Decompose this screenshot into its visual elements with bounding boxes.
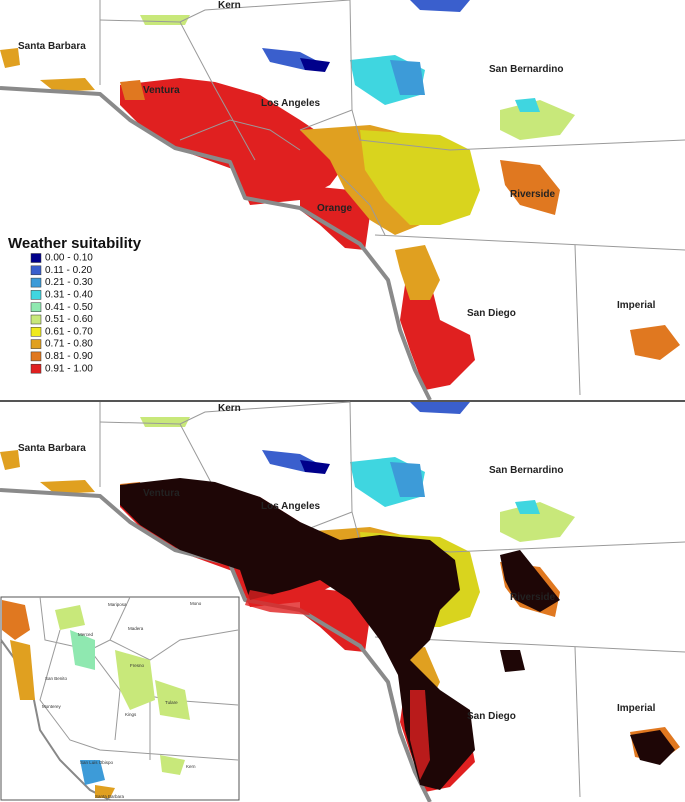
county-label: Imperial: [617, 300, 656, 311]
legend-swatch: [30, 327, 42, 337]
county-label: Ventura: [143, 488, 180, 499]
inset-label: Kern: [186, 764, 196, 769]
inset-map: Mariposa Mono Merced Madera Fresno San B…: [0, 596, 240, 801]
inset-label: Kings: [125, 712, 137, 717]
base-map: [0, 0, 685, 402]
county-label: Riverside: [510, 592, 555, 603]
county-label: Riverside: [510, 189, 555, 200]
legend-label: 0.41 - 0.50: [45, 302, 93, 313]
bottom-panel: Kern Santa Barbara Ventura Los Angeles S…: [0, 400, 685, 802]
county-label: Santa Barbara: [18, 443, 86, 454]
county-label: San Diego: [467, 308, 516, 319]
county-label: San Diego: [467, 711, 516, 722]
inset-label: Santa Barbara: [95, 794, 125, 799]
inset-label: Fresno: [130, 663, 145, 668]
county-label: San Bernardino: [489, 64, 563, 75]
top-panel: Kern Santa Barbara Ventura Los Angeles S…: [0, 0, 685, 402]
county-label: Imperial: [617, 703, 656, 714]
inset-label: San Luis Obispo: [80, 760, 114, 765]
county-label: Orange: [317, 203, 352, 214]
county-label: Los Angeles: [261, 98, 321, 109]
county-label: Kern: [218, 0, 241, 11]
legend-swatch: [30, 277, 42, 288]
legend-label: 0.11 - 0.20: [45, 265, 93, 276]
county-label: Kern: [218, 403, 241, 414]
county-label: Los Angeles: [261, 501, 321, 512]
legend-label: 0.31 - 0.40: [45, 290, 93, 301]
legend-swatch: [30, 351, 42, 362]
legend-swatch: [30, 265, 42, 276]
dark-overlay: [120, 478, 675, 790]
inset-label: Mariposa: [108, 602, 127, 607]
legend-swatch: [30, 302, 42, 312]
county-label: Ventura: [143, 85, 180, 96]
legend-label: 0.51 - 0.60: [45, 314, 93, 325]
inset-label: Monterey: [42, 704, 62, 709]
legend-label: 0.81 - 0.90: [45, 351, 93, 362]
legend-label: 0.21 - 0.30: [45, 277, 93, 288]
inset-label: Tulare: [165, 700, 178, 705]
inset-label: Mono: [190, 601, 202, 606]
inset-label: Madera: [128, 626, 144, 631]
legend-label: 0.00 - 0.10: [45, 253, 93, 264]
legend-swatch: [30, 253, 42, 263]
county-label: San Bernardino: [489, 465, 563, 476]
inset-label: San Benito: [45, 676, 68, 681]
legend-swatch: [30, 339, 42, 349]
county-label: Santa Barbara: [18, 41, 86, 52]
legend: Weather suitability 0.00 - 0.100.11 - 0.…: [8, 235, 142, 374]
legend-title: Weather suitability: [8, 235, 142, 252]
legend-label: 0.71 - 0.80: [45, 339, 93, 350]
legend-swatch: [30, 314, 42, 325]
legend-label: 0.61 - 0.70: [45, 326, 93, 337]
legend-swatch: [30, 363, 42, 374]
legend-label: 0.91 - 1.00: [45, 363, 93, 374]
legend-swatch: [30, 290, 42, 300]
inset-label: Merced: [78, 632, 94, 637]
